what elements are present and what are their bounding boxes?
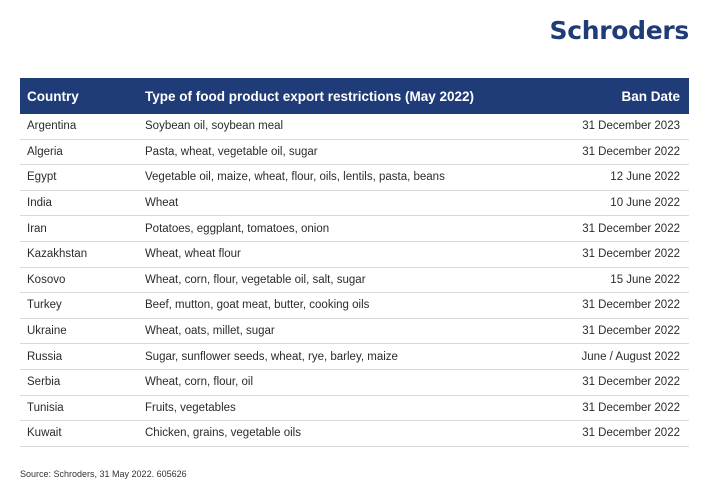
cell-type: Beef, mutton, goat meat, butter, cooking… — [145, 299, 370, 312]
cell-ban-date: 31 December 2022 — [582, 299, 680, 312]
cell-country: Iran — [27, 222, 47, 235]
table-header: Country Type of food product export rest… — [20, 78, 689, 114]
export-restrictions-table: Country Type of food product export rest… — [20, 78, 689, 447]
cell-ban-date: 12 June 2022 — [610, 171, 680, 184]
cell-type: Wheat, corn, flour, oil — [145, 376, 254, 389]
table-row: Kuwait Chicken, grains, vegetable oils 31 … — [20, 421, 689, 447]
header-type: Type of food product export restrictions… — [145, 88, 475, 104]
cell-country: Ukraine — [27, 325, 67, 338]
cell-type: Vegetable oil, maize, wheat, flour, oils… — [145, 171, 445, 184]
cell-country: Tunisia — [27, 401, 64, 414]
cell-type: Sugar, sunflower seeds, wheat, rye, barl… — [145, 350, 398, 363]
cell-ban-date: 31 December 2023 — [582, 120, 680, 133]
cell-country: India — [27, 197, 52, 210]
cell-country: Turkey — [27, 299, 62, 312]
cell-type: Wheat, wheat flour — [145, 248, 241, 261]
cell-type: Wheat, corn, flour, vegetable oil, salt,… — [145, 273, 366, 286]
table-row: Algeria Pasta, wheat, vegetable oil, suga… — [20, 140, 689, 166]
cell-country: Kuwait — [27, 427, 62, 440]
header-country: Country — [27, 88, 79, 104]
table-row: Ukraine Wheat, oats, millet, sugar 31 Dece… — [20, 319, 689, 345]
cell-country: Russia — [27, 350, 63, 363]
table-row: Iran Potatoes, eggplant, tomatoes, onion 3… — [20, 216, 689, 242]
cell-country: Algeria — [27, 145, 63, 158]
cell-ban-date: 31 December 2022 — [582, 248, 680, 261]
header-ban-date: Ban Date — [621, 88, 680, 104]
table-row: Russia Sugar, sunflower seeds, wheat, rye… — [20, 344, 689, 370]
cell-ban-date: 10 June 2022 — [610, 197, 680, 210]
cell-ban-date: June / August 2022 — [581, 350, 680, 363]
table-row: Turkey Beef, mutton, goat meat, butter, c… — [20, 293, 689, 319]
cell-type: Pasta, wheat, vegetable oil, sugar — [145, 145, 318, 158]
table-row: Tunisia Fruits, vegetables 31 December 202… — [20, 396, 689, 422]
table-row: Serbia Wheat, corn, flour, oil 31 December… — [20, 370, 689, 396]
cell-ban-date: 15 June 2022 — [610, 273, 680, 286]
cell-ban-date: 31 December 2022 — [582, 427, 680, 440]
cell-country: Egypt — [27, 171, 57, 184]
cell-country: Argentina — [27, 120, 77, 133]
source-note: Source: Schroders, 31 May 2022. 605626 — [20, 469, 187, 479]
cell-ban-date: 31 December 2022 — [582, 325, 680, 338]
cell-ban-date: 31 December 2022 — [582, 401, 680, 414]
cell-type: Soybean oil, soybean meal — [145, 120, 284, 133]
cell-type: Fruits, vegetables — [145, 401, 236, 414]
cell-type: Wheat — [145, 197, 179, 210]
cell-type: Potatoes, eggplant, tomatoes, onion — [145, 222, 330, 235]
cell-country: Serbia — [27, 376, 61, 389]
table-body: Argentina Soybean oil, soybean meal 31 Dec… — [20, 114, 689, 447]
cell-ban-date: 31 December 2022 — [582, 222, 680, 235]
table-row: Kosovo Wheat, corn, flour, vegetable oil,… — [20, 268, 689, 294]
table-row: India Wheat 10 June 2022 — [20, 191, 689, 217]
cell-type: Chicken, grains, vegetable oils — [145, 427, 301, 440]
cell-type: Wheat, oats, millet, sugar — [145, 325, 275, 338]
cell-country: Kazakhstan — [27, 248, 88, 261]
table-row: Kazakhstan Wheat, wheat flour 31 December … — [20, 242, 689, 268]
table-row: Egypt Vegetable oil, maize, wheat, flour,… — [20, 165, 689, 191]
table-row: Argentina Soybean oil, soybean meal 31 Dec… — [20, 114, 689, 140]
schroders-logo: Schroders — [549, 16, 690, 45]
cell-ban-date: 31 December 2022 — [582, 145, 680, 158]
cell-ban-date: 31 December 2022 — [582, 376, 680, 389]
cell-country: Kosovo — [27, 273, 66, 286]
